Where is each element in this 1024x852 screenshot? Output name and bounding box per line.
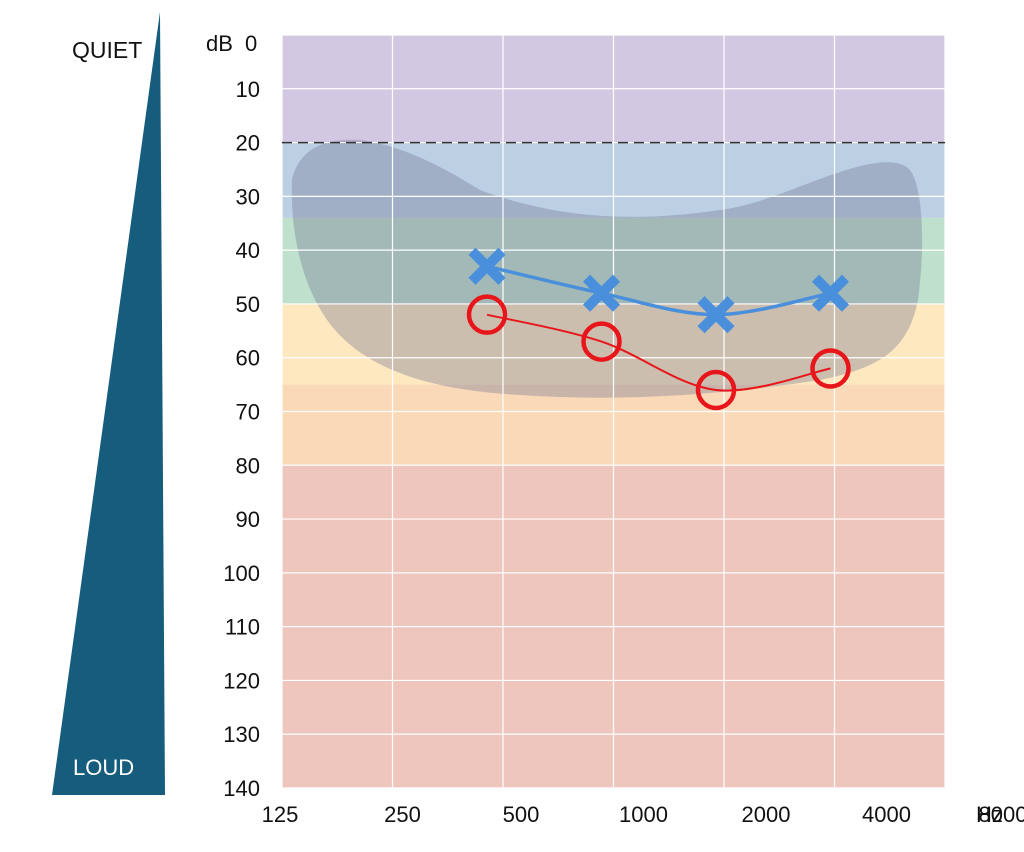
x-marker [582, 274, 621, 312]
y-tick-label: 60 [236, 346, 260, 371]
y-tick-label: 100 [223, 561, 260, 586]
y-tick-label: 50 [236, 292, 260, 317]
x-tick-label: 250 [384, 802, 421, 827]
x-tick-label: 8000 [979, 802, 1024, 827]
y-axis-ticks: 0 10 20 30 40 50 60 70 80 90 100 110 120 130 140 [223, 31, 260, 801]
x-marker [697, 296, 735, 334]
y-tick-label: 90 [236, 507, 260, 532]
y-axis-unit: dB [206, 31, 233, 56]
circle-marker [581, 321, 622, 362]
x-marker-stroke [582, 274, 621, 312]
grid-lines [281, 34, 946, 789]
circle-marker [810, 348, 851, 389]
loudness-ramp: QUIET LOUD [52, 12, 165, 795]
y-tick-label: 80 [236, 453, 260, 478]
data-series [466, 247, 851, 411]
x-tick-label: 500 [503, 802, 540, 827]
x-marker [811, 274, 850, 312]
x-marker-stroke [697, 296, 735, 334]
speech-banana-region [291, 139, 923, 398]
x-axis-unit: Hz [976, 802, 1003, 827]
loudness-ramp-shape [52, 12, 165, 795]
loud-label: LOUD [73, 755, 134, 780]
y-tick-label: 70 [236, 400, 260, 425]
x-marker-stroke [811, 274, 850, 312]
y-tick-label: 30 [236, 184, 260, 209]
x-tick-label: 125 [262, 802, 299, 827]
y-tick-label: 10 [236, 77, 260, 102]
x-tick-label: 1000 [619, 802, 668, 827]
quiet-label: QUIET [72, 37, 142, 63]
y-tick-label: 140 [223, 776, 260, 801]
circle-marker [695, 369, 737, 411]
y-tick-label: 40 [236, 238, 260, 263]
x-marker [468, 247, 506, 285]
x-tick-label: 2000 [742, 802, 791, 827]
x-tick-label: 4000 [862, 802, 911, 827]
x-axis-ticks: 125 250 500 1000 2000 4000 8000 [262, 802, 1024, 827]
series-1-line [486, 313, 831, 392]
speech-banana-shape [291, 139, 923, 398]
y-tick-label: 20 [236, 131, 260, 156]
y-tick-label: 120 [223, 668, 260, 693]
x-marker-stroke [468, 247, 506, 285]
series-0-line [486, 264, 831, 317]
circle-marker [466, 294, 508, 335]
y-tick-label: 130 [223, 722, 260, 747]
y-tick-label: 110 [225, 615, 260, 640]
y-tick-label: 0 [245, 31, 257, 56]
